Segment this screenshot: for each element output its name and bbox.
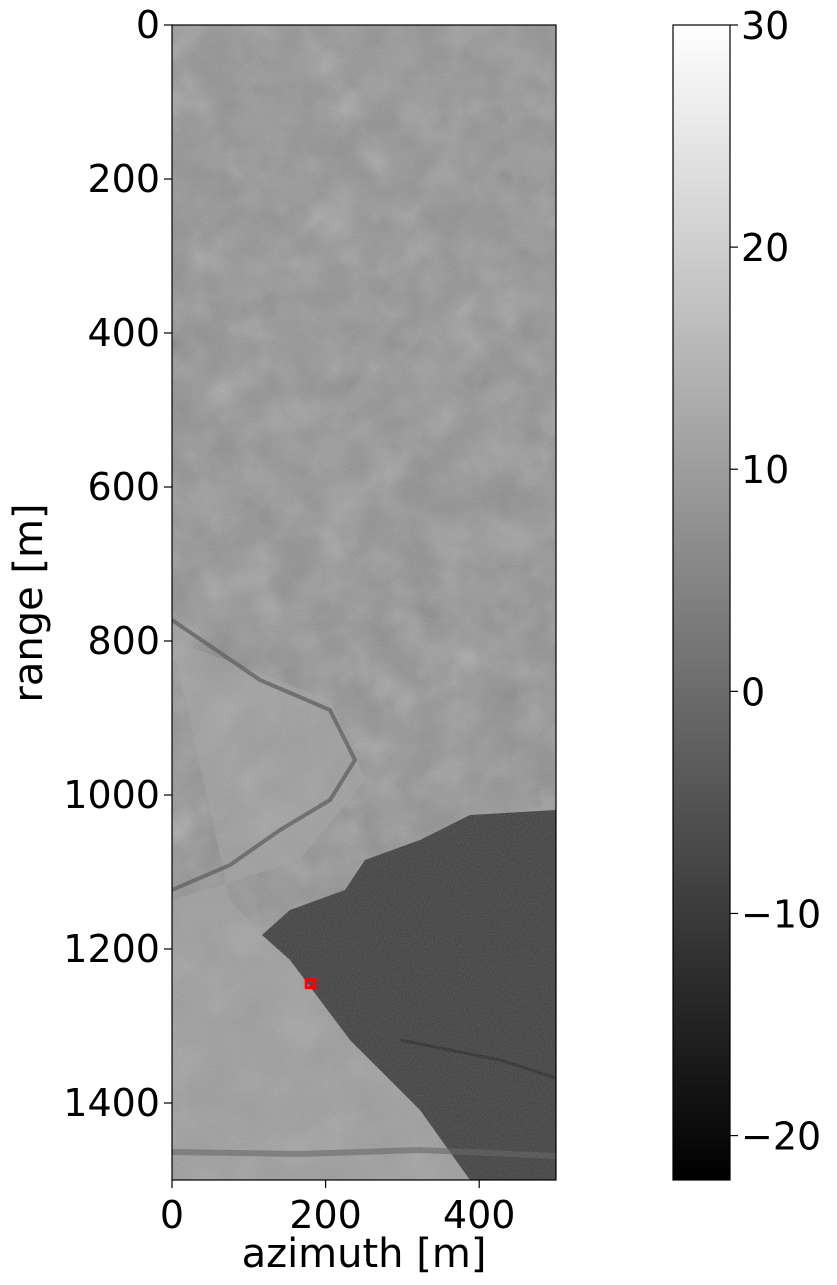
colorbar-tick-label: 10 xyxy=(741,448,789,492)
colorbar-ticks: 30 20 10 0 −10 −20 xyxy=(730,4,821,1159)
y-axis-ticks: 0 200 400 600 800 1000 1200 1400 xyxy=(63,3,172,1125)
red-marker-square xyxy=(304,978,316,990)
colorbar-tick-label: 20 xyxy=(741,226,789,270)
colorbar xyxy=(672,24,731,1181)
y-tick-label: 800 xyxy=(87,619,160,663)
x-tick-label: 0 xyxy=(160,1193,184,1237)
y-tick-label: 0 xyxy=(136,3,160,47)
y-tick-label: 1000 xyxy=(63,773,160,817)
plot-frame xyxy=(171,24,557,1181)
colorbar-tick-label: 30 xyxy=(741,4,789,48)
x-tick-label: 200 xyxy=(289,1193,362,1237)
y-axis-label: range [m] xyxy=(6,503,52,702)
colorbar-tick-label: −10 xyxy=(741,892,821,936)
x-axis-label: azimuth [m] xyxy=(242,1231,487,1277)
x-axis-ticks: 0 200 400 xyxy=(160,1180,516,1237)
y-tick-label: 600 xyxy=(87,465,160,509)
y-tick-label: 1400 xyxy=(63,1081,160,1125)
y-tick-label: 400 xyxy=(87,311,160,355)
colorbar-tick-label: −20 xyxy=(741,1115,821,1159)
y-tick-label: 1200 xyxy=(63,927,160,971)
sar-image xyxy=(172,25,556,1180)
colorbar-tick-label: 0 xyxy=(741,670,765,714)
x-tick-label: 400 xyxy=(443,1193,516,1237)
y-tick-label: 200 xyxy=(87,157,160,201)
